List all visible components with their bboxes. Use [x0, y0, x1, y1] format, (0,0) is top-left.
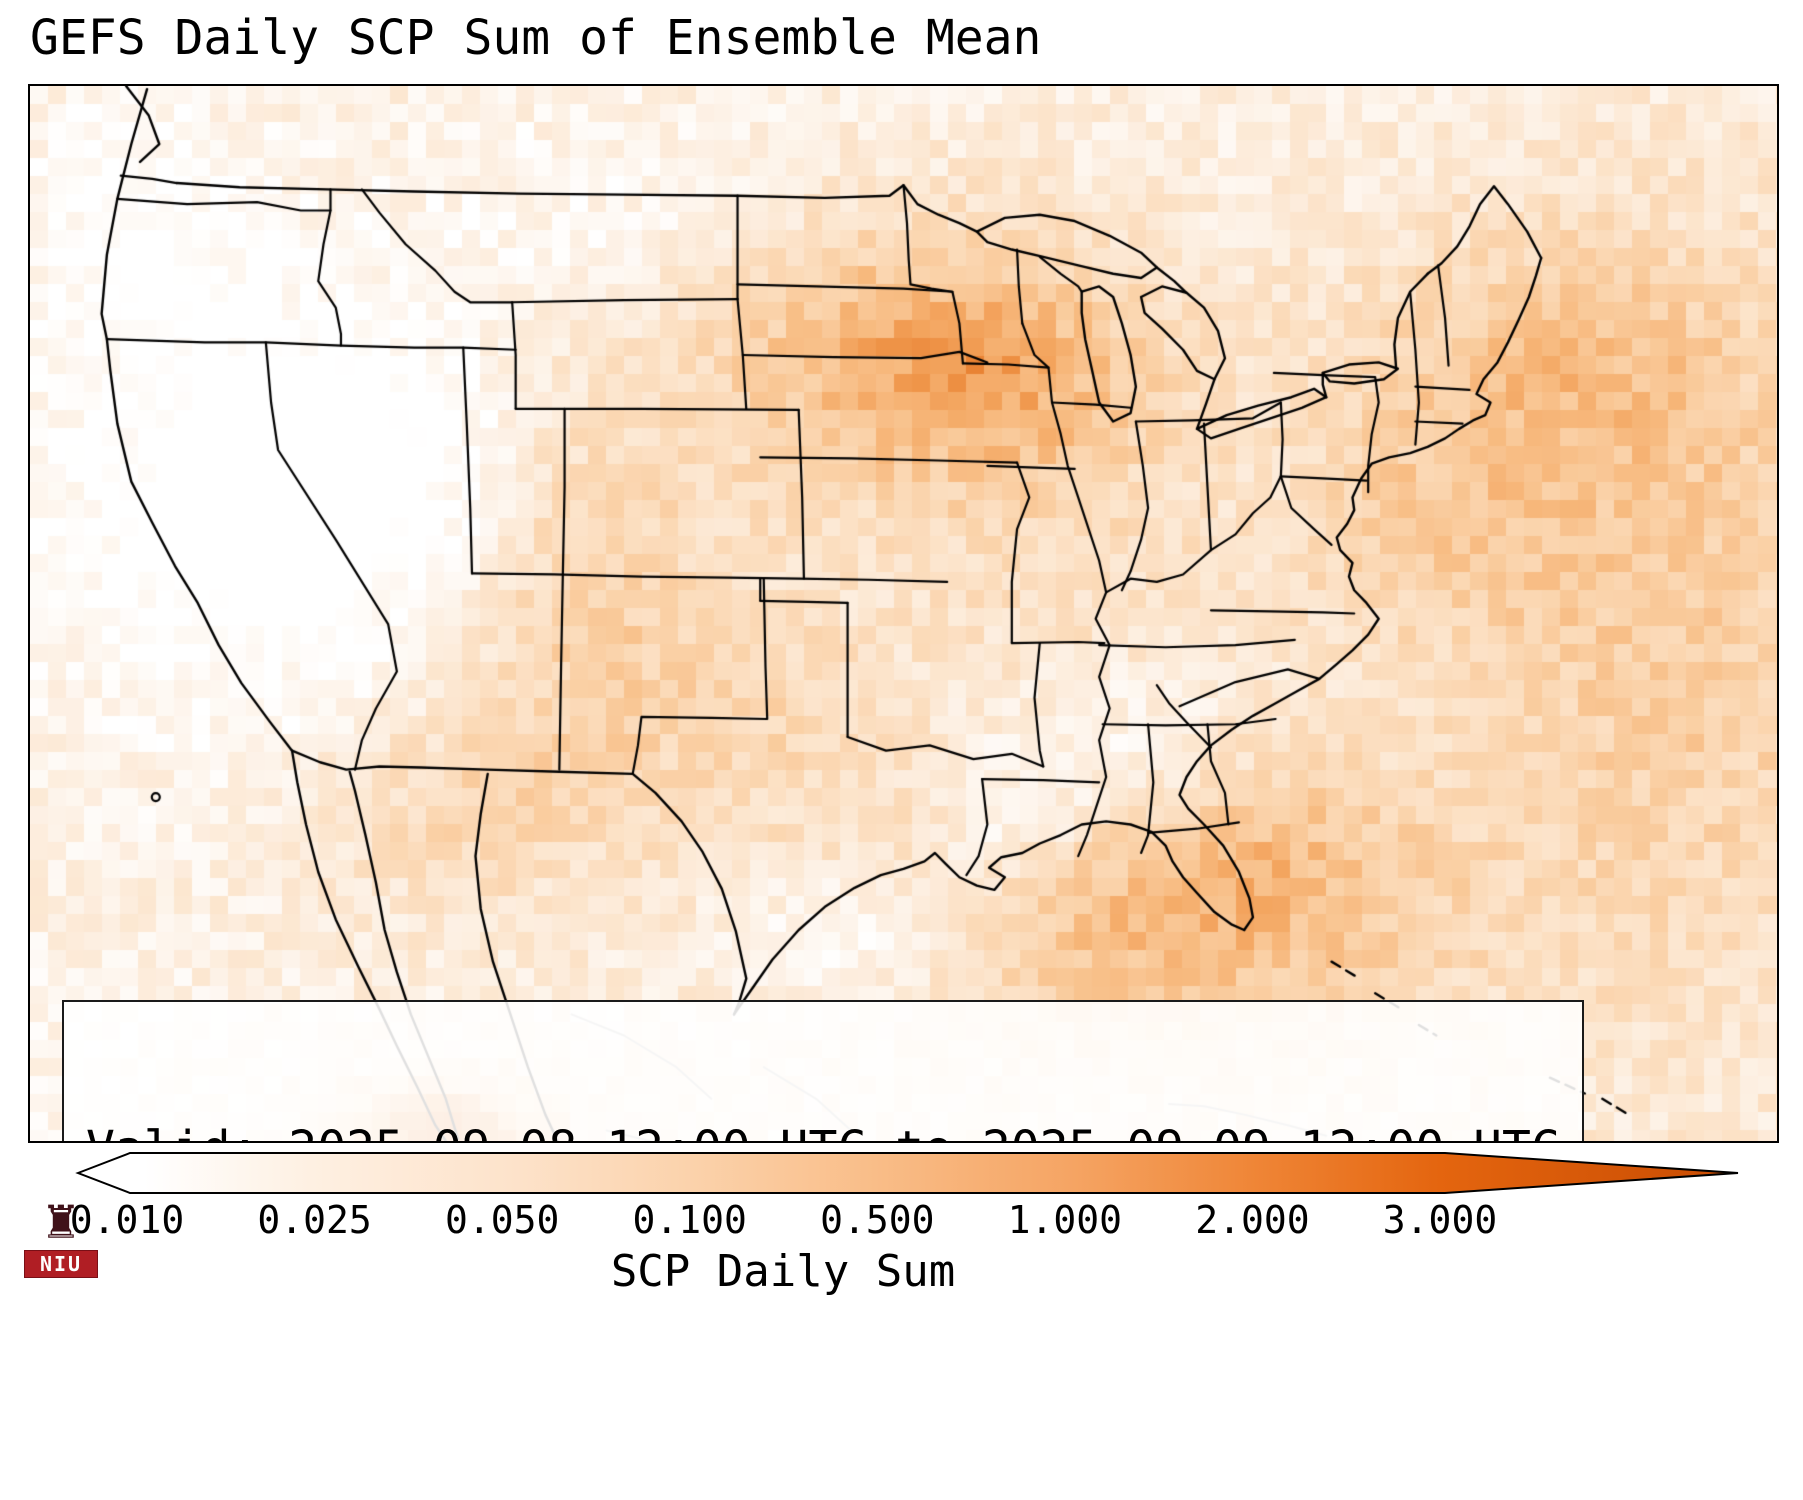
colorbar-tick: 3.000 [1382, 1198, 1498, 1242]
conus-scp-heatmap [30, 86, 1777, 1141]
colorbar-tick: 0.025 [257, 1198, 372, 1242]
colorbar-tick: 0.010 [69, 1198, 185, 1242]
map-panel: Valid: 2025-09-08 12:00 UTC to 2025-09-0… [28, 84, 1779, 1143]
valid-time-text: Valid: 2025-09-08 12:00 UTC to 2025-09-0… [86, 1122, 1560, 1141]
niu-logo: ♜ NIU [24, 1190, 98, 1278]
colorbar-ticks: 0.010 0.025 0.050 0.100 0.500 1.000 2.000 3.000 [0, 1198, 1803, 1244]
colorbar-label: SCP Daily Sum [610, 1246, 956, 1297]
colorbar-gradient-bar [75, 1152, 1739, 1194]
colorbar-tick: 2.000 [1195, 1198, 1310, 1242]
colorbar-tick: 0.100 [632, 1198, 747, 1242]
colorbar [75, 1152, 1739, 1194]
colorbar-tick: 0.050 [444, 1198, 560, 1242]
figure-title: GEFS Daily SCP Sum of Ensemble Mean [30, 10, 1042, 66]
colorbar-tick: 0.500 [820, 1198, 935, 1242]
niu-castle-icon: ♜ [44, 1187, 78, 1252]
forecast-info-box: Valid: 2025-09-08 12:00 UTC to 2025-09-0… [62, 1000, 1584, 1141]
colorbar-tick: 1.000 [1007, 1198, 1123, 1242]
niu-logo-text: NIU [24, 1250, 98, 1278]
